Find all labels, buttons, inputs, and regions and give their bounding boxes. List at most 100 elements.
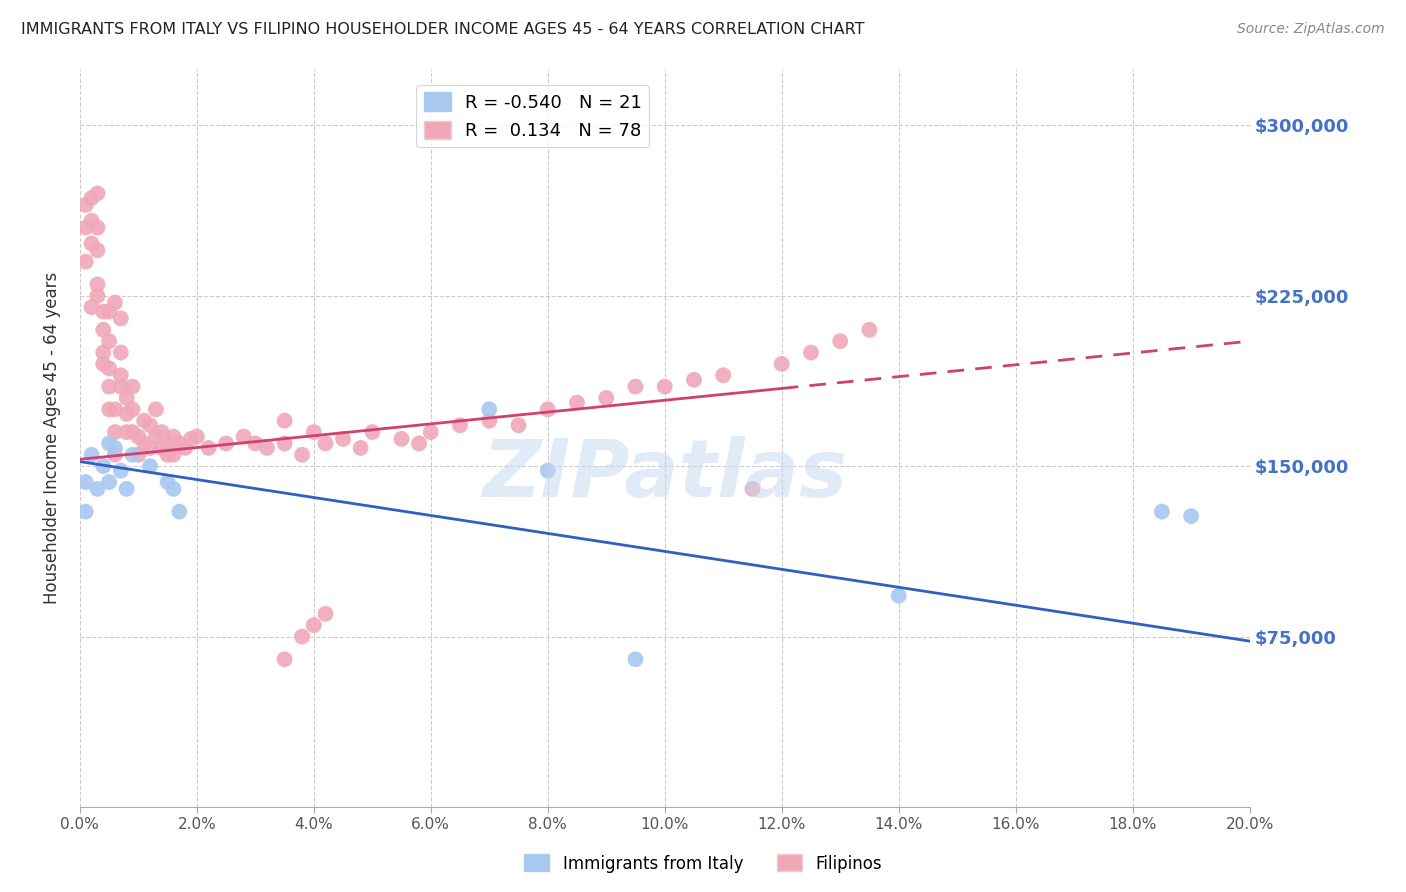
Point: [110, 311, 132, 326]
Point: [104, 441, 127, 455]
Point: [104, 425, 127, 439]
Point: [361, 425, 384, 439]
Point: [162, 448, 184, 462]
Point: [273, 414, 295, 428]
Point: [115, 425, 138, 439]
Point: [91, 323, 114, 337]
Point: [86, 482, 108, 496]
Point: [110, 345, 132, 359]
Point: [408, 436, 430, 450]
Point: [537, 402, 560, 417]
Point: [565, 395, 588, 409]
Point: [180, 432, 202, 446]
Point: [98, 304, 121, 318]
Point: [1150, 505, 1173, 519]
Point: [139, 459, 162, 474]
Point: [86, 289, 108, 303]
Point: [115, 407, 138, 421]
Point: [1180, 509, 1202, 524]
Text: Source: ZipAtlas.com: Source: ZipAtlas.com: [1237, 22, 1385, 37]
Point: [291, 630, 314, 644]
Point: [75, 254, 97, 268]
Point: [110, 379, 132, 393]
Point: [86, 244, 108, 258]
Point: [624, 379, 647, 393]
Point: [91, 304, 114, 318]
Point: [121, 448, 143, 462]
Point: [75, 220, 97, 235]
Point: [98, 402, 121, 417]
Point: [110, 464, 132, 478]
Point: [86, 277, 108, 292]
Point: [139, 418, 162, 433]
Point: [150, 425, 173, 439]
Point: [145, 429, 167, 443]
Point: [770, 357, 793, 371]
Text: ZIPatlas: ZIPatlas: [482, 435, 848, 514]
Point: [98, 475, 121, 489]
Point: [197, 441, 219, 455]
Point: [127, 429, 149, 443]
Point: [391, 432, 413, 446]
Point: [654, 379, 676, 393]
Point: [256, 441, 278, 455]
Point: [104, 402, 127, 417]
Point: [741, 482, 763, 496]
Point: [110, 368, 132, 383]
Point: [162, 482, 184, 496]
Point: [537, 464, 560, 478]
Point: [104, 295, 127, 310]
Point: [174, 441, 197, 455]
Point: [80, 191, 103, 205]
Point: [800, 345, 823, 359]
Point: [315, 436, 337, 450]
Point: [478, 402, 501, 417]
Point: [91, 345, 114, 359]
Point: [121, 402, 143, 417]
Point: [449, 418, 471, 433]
Point: [121, 379, 143, 393]
Point: [134, 414, 156, 428]
Point: [156, 475, 179, 489]
Point: [75, 475, 97, 489]
Point: [273, 652, 295, 666]
Text: IMMIGRANTS FROM ITALY VS FILIPINO HOUSEHOLDER INCOME AGES 45 - 64 YEARS CORRELAT: IMMIGRANTS FROM ITALY VS FILIPINO HOUSEH…: [21, 22, 865, 37]
Point: [98, 379, 121, 393]
Point: [98, 436, 121, 450]
Point: [478, 414, 501, 428]
Point: [145, 402, 167, 417]
Point: [291, 448, 314, 462]
Point: [830, 334, 852, 348]
Point: [104, 448, 127, 462]
Point: [683, 373, 706, 387]
Point: [245, 436, 267, 450]
Point: [150, 441, 173, 455]
Legend: Immigrants from Italy, Filipinos: Immigrants from Italy, Filipinos: [517, 847, 889, 880]
Point: [156, 448, 179, 462]
Legend: R = -0.540   N = 21, R =  0.134   N = 78: R = -0.540 N = 21, R = 0.134 N = 78: [416, 85, 650, 147]
Point: [115, 391, 138, 405]
Point: [624, 652, 647, 666]
Point: [508, 418, 530, 433]
Point: [419, 425, 441, 439]
Point: [273, 436, 295, 450]
Y-axis label: Householder Income Ages 45 - 64 years: Householder Income Ages 45 - 64 years: [44, 272, 60, 604]
Point: [858, 323, 880, 337]
Point: [711, 368, 734, 383]
Point: [315, 607, 337, 621]
Point: [169, 505, 191, 519]
Point: [156, 436, 179, 450]
Point: [115, 482, 138, 496]
Point: [80, 213, 103, 227]
Point: [349, 441, 371, 455]
Point: [80, 300, 103, 314]
Point: [134, 436, 156, 450]
Point: [139, 441, 162, 455]
Point: [91, 459, 114, 474]
Point: [75, 198, 97, 212]
Point: [302, 618, 325, 632]
Point: [162, 429, 184, 443]
Point: [80, 448, 103, 462]
Point: [186, 429, 208, 443]
Point: [98, 334, 121, 348]
